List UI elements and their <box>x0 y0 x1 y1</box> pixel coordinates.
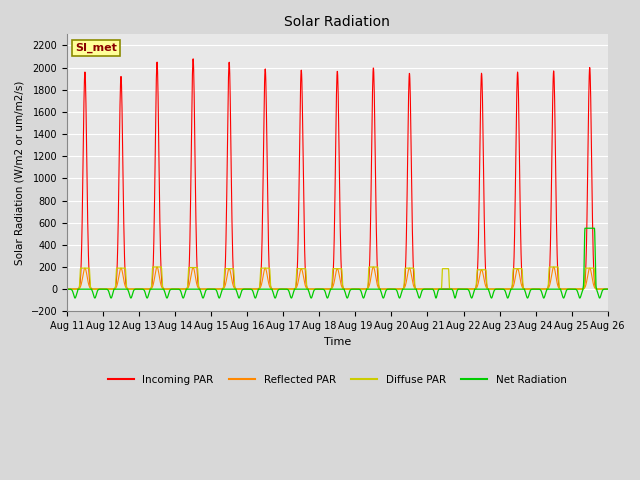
Incoming PAR <box>365 277 372 283</box>
Diffuse PAR <box>556 286 564 292</box>
Line: Net Radiation: Net Radiation <box>67 228 608 298</box>
Net Radiation <box>581 225 589 231</box>
Line: Reflected PAR: Reflected PAR <box>67 267 608 289</box>
Incoming PAR <box>214 286 222 292</box>
Incoming PAR <box>63 286 71 292</box>
Line: Diffuse PAR: Diffuse PAR <box>67 267 608 289</box>
Title: Solar Radiation: Solar Radiation <box>284 15 390 29</box>
Reflected PAR <box>365 285 372 290</box>
Incoming PAR <box>604 286 612 292</box>
Reflected PAR <box>353 286 360 292</box>
Net Radiation <box>556 286 564 292</box>
Reflected PAR <box>604 286 612 292</box>
Incoming PAR <box>572 286 579 292</box>
Net Radiation <box>214 291 221 297</box>
Diffuse PAR <box>353 286 361 292</box>
Incoming PAR <box>495 286 502 292</box>
Diffuse PAR <box>63 286 71 292</box>
Text: SI_met: SI_met <box>75 43 117 53</box>
Net Radiation <box>365 286 372 292</box>
Reflected PAR <box>63 286 71 292</box>
Reflected PAR <box>556 286 564 292</box>
Diffuse PAR <box>365 267 372 273</box>
Line: Incoming PAR: Incoming PAR <box>67 59 608 289</box>
Incoming PAR <box>556 286 564 292</box>
Reflected PAR <box>214 286 221 292</box>
Diffuse PAR <box>604 286 612 292</box>
X-axis label: Time: Time <box>324 336 351 347</box>
Reflected PAR <box>572 286 579 292</box>
Net Radiation <box>572 287 579 292</box>
Net Radiation <box>495 286 502 292</box>
Incoming PAR <box>353 286 361 292</box>
Y-axis label: Solar Radiation (W/m2 or um/m2/s): Solar Radiation (W/m2 or um/m2/s) <box>15 81 25 265</box>
Net Radiation <box>604 286 612 292</box>
Reflected PAR <box>550 264 557 270</box>
Legend: Incoming PAR, Reflected PAR, Diffuse PAR, Net Radiation: Incoming PAR, Reflected PAR, Diffuse PAR… <box>104 371 571 389</box>
Net Radiation <box>287 295 295 301</box>
Diffuse PAR <box>149 264 157 270</box>
Incoming PAR <box>189 56 197 62</box>
Diffuse PAR <box>214 286 222 292</box>
Reflected PAR <box>495 286 502 292</box>
Net Radiation <box>63 286 71 292</box>
Diffuse PAR <box>495 286 502 292</box>
Net Radiation <box>353 286 361 292</box>
Diffuse PAR <box>572 286 579 292</box>
